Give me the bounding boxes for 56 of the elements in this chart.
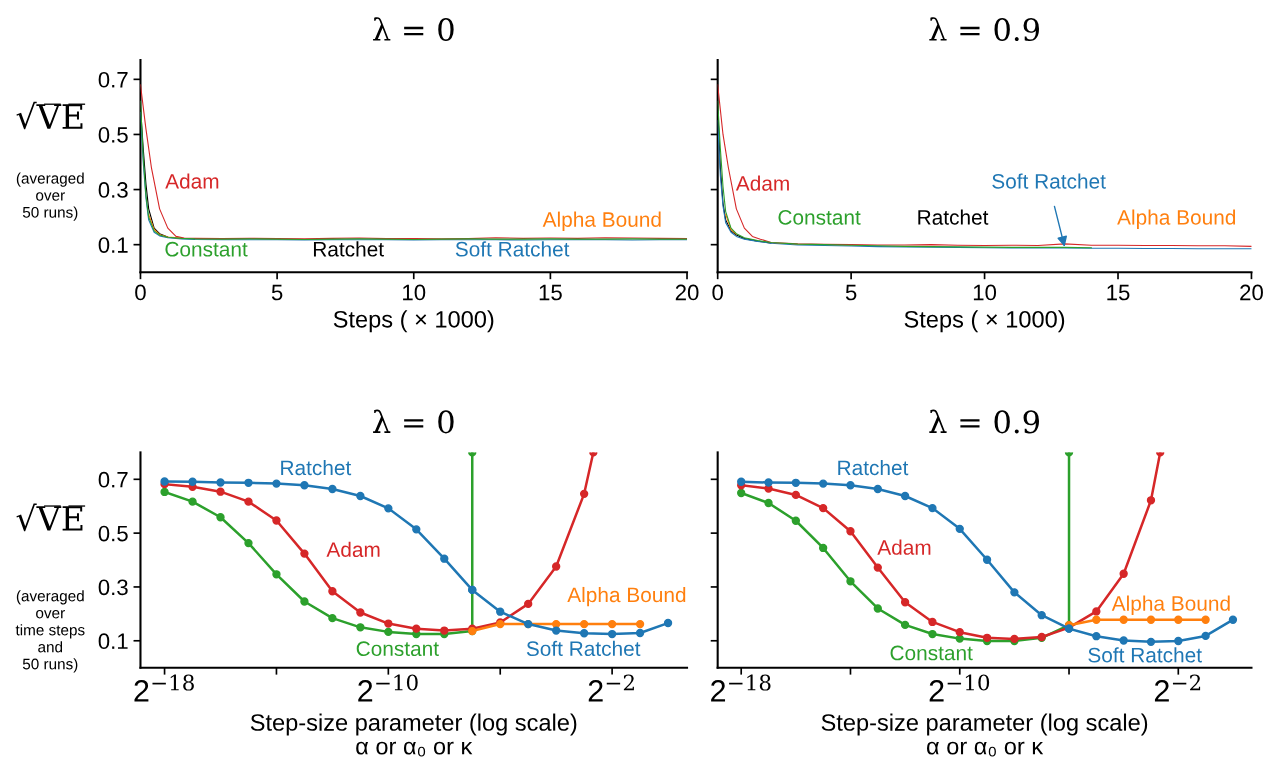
series-label: Ratchet (281, 459, 352, 476)
series-label: Ratchet (838, 459, 909, 476)
y-axis-title: √V̅E̅ (16, 101, 86, 130)
x-tick-label: 5 (845, 284, 857, 301)
series-label: Constant (778, 210, 861, 225)
text: Alpha Bound (1117, 209, 1236, 229)
series-label: Alpha Bound (1111, 595, 1230, 615)
series-label: Constant (356, 641, 439, 657)
series-label: Soft Ratchet (526, 640, 641, 657)
x-tick-label: 20 (1240, 284, 1263, 301)
y-tick-label: 0.3 (98, 182, 128, 198)
y-tick-label: 0.1 (98, 237, 128, 253)
x-tick-label: 10 (973, 284, 997, 301)
chart-title: λ = 0 (373, 17, 454, 42)
text: Alpha Bound (542, 211, 661, 232)
text: Ratchet (918, 209, 989, 225)
y-axis-title: √V̅E̅ (16, 503, 86, 532)
x-axis-title: Steps ( × 1000) (333, 310, 494, 333)
y-tick-label: 0.7 (98, 471, 128, 488)
text: (averaged over 50 runs) (16, 172, 84, 221)
series-label: Adam (165, 173, 219, 189)
series-label: Adam (877, 539, 931, 555)
chart-title: λ = 0 (373, 409, 454, 434)
y-tick-label: 0.3 (98, 579, 128, 596)
text: Ratchet (313, 241, 384, 257)
chart-title: λ = 0.9 (929, 17, 1039, 42)
x-tick-label: 2$^{−10}$ (929, 674, 990, 702)
x-tick-label: 20 (675, 284, 699, 301)
x-tick-label: 10 (403, 284, 426, 301)
y-tick-label: 0.5 (98, 126, 128, 143)
y-tick-label: 0.7 (98, 71, 128, 88)
x-tick-label: 2$^{−10}$ (358, 674, 418, 702)
x-axis-title: Step-size parameter (log scale) α or α₀ or κ (250, 713, 577, 757)
chart-title: λ = 0.9 (929, 409, 1039, 434)
x-axis-title: Steps ( × 1000) (904, 310, 1065, 333)
annotation: Soft Ratchet (992, 173, 1106, 189)
series-label: Soft Ratchet (455, 241, 570, 257)
x-tick-label: 15 (1107, 284, 1130, 301)
x-tick-label: 2$^{−18}$ (711, 674, 771, 702)
series-label: Constant (165, 241, 248, 257)
x-tick-label: 0 (135, 284, 146, 301)
y-tick-label: 0.5 (98, 525, 128, 542)
x-axis-title: Step-size parameter (log scale) α or α₀ or κ (821, 713, 1148, 757)
text: (averaged over time steps and 50 runs) (15, 590, 85, 673)
x-tick-label: 15 (539, 284, 562, 301)
series-label: Adam (735, 175, 789, 191)
series-label: Constant (890, 645, 973, 661)
series-label: Soft Ratchet (1088, 647, 1202, 663)
x-tick-label: 2$^{−18}$ (134, 674, 194, 702)
x-tick-label: 5 (271, 284, 283, 301)
series-label: Adam (326, 541, 380, 558)
x-tick-label: 2$^{−2}$ (1154, 674, 1201, 702)
y-tick-label: 0.1 (98, 633, 128, 650)
series-label: Alpha Bound (567, 586, 686, 607)
x-tick-label: 2$^{−2}$ (588, 674, 634, 702)
x-tick-label: 0 (712, 284, 723, 301)
